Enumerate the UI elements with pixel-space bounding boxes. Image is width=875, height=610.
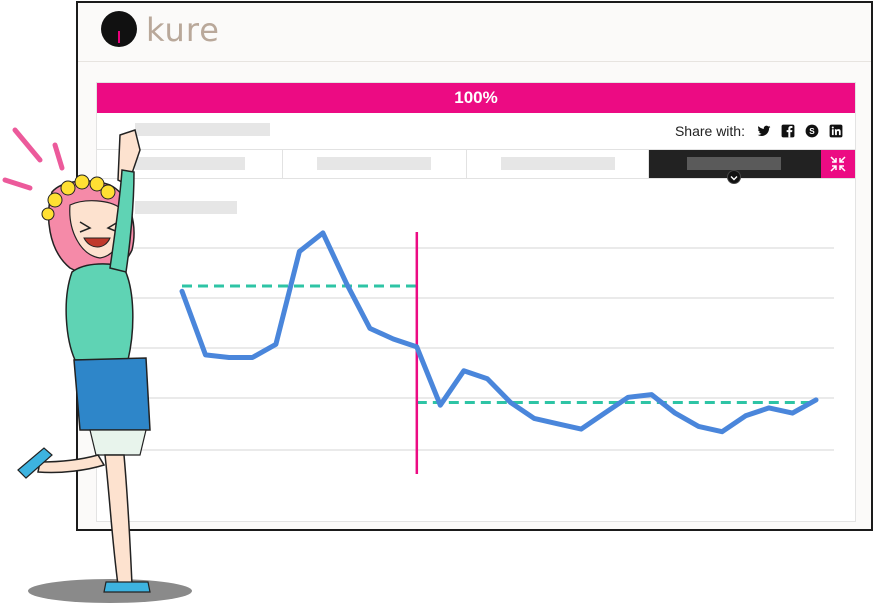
data-point-19 [602, 411, 607, 416]
data-point-21 [649, 392, 654, 397]
tab-4-label-placeholder [687, 157, 781, 170]
series-line-1 [179, 230, 819, 435]
data-point-27 [790, 411, 795, 416]
title-placeholder [135, 123, 270, 136]
data-point-11 [414, 344, 419, 349]
collapse-button[interactable] [821, 150, 855, 178]
data-point-25 [743, 413, 748, 418]
progress-bar: 100% [97, 83, 855, 113]
data-point-28 [814, 397, 818, 402]
svg-text:S: S [809, 127, 815, 136]
tab-4-active[interactable] [649, 150, 821, 184]
app-window: kure 100% Share with: S [76, 1, 873, 531]
linkedin-icon[interactable] [829, 124, 843, 138]
data-point-2 [203, 352, 208, 357]
data-point-16 [532, 416, 537, 421]
data-point-12 [438, 403, 443, 408]
data-point-14 [485, 376, 490, 381]
data-point-9 [367, 326, 372, 331]
chevron-down-icon[interactable] [727, 170, 741, 184]
data-point-7 [320, 230, 325, 235]
data-point-18 [579, 427, 584, 432]
data-point-6 [297, 249, 302, 254]
progress-label: 100% [454, 88, 498, 107]
data-point-3 [226, 355, 231, 360]
collapse-icon [830, 156, 846, 172]
data-point-15 [508, 400, 513, 405]
skype-icon[interactable]: S [805, 124, 819, 138]
data-point-17 [555, 421, 560, 426]
facebook-icon[interactable] [781, 124, 795, 138]
brand-logo-text: kure [146, 11, 220, 49]
chart-title-placeholder [135, 201, 237, 214]
data-point-20 [626, 395, 631, 400]
data-point-4 [250, 355, 255, 360]
share-bar: Share with: S [675, 123, 843, 139]
tab-1-label-placeholder [135, 157, 245, 170]
data-point-24 [720, 429, 725, 434]
logo-icon [101, 11, 137, 47]
data-point-13 [461, 368, 466, 373]
brand-bar: kure [78, 3, 871, 62]
data-point-23 [696, 424, 701, 429]
data-point-5 [273, 342, 278, 347]
report-panel: 100% Share with: S [96, 82, 856, 522]
tab-3[interactable] [467, 150, 649, 178]
data-point-22 [673, 411, 678, 416]
tab-2-label-placeholder [317, 157, 431, 170]
data-point-8 [344, 281, 349, 286]
data-point-26 [767, 405, 772, 410]
twitter-icon[interactable] [757, 124, 771, 138]
tab-bar [97, 149, 855, 184]
tab-2[interactable] [283, 150, 467, 178]
tab-3-label-placeholder [501, 157, 615, 170]
share-label: Share with: [674, 123, 745, 139]
data-point-1 [180, 289, 184, 294]
data-point-10 [391, 336, 396, 341]
tab-1[interactable] [97, 150, 283, 178]
